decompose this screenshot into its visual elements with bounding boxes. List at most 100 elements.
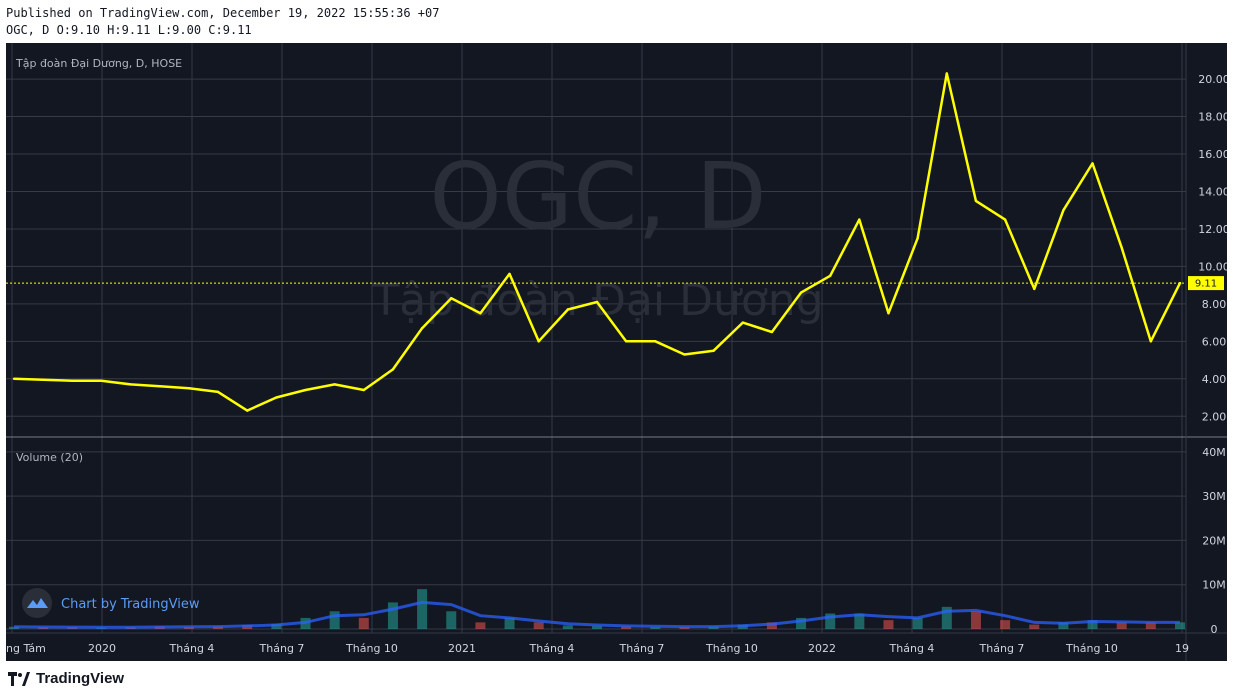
time-tick-label: 19 bbox=[1175, 642, 1189, 655]
price-point bbox=[566, 308, 570, 311]
price-point bbox=[595, 300, 599, 304]
chart-by-label: Chart by TradingView bbox=[61, 597, 200, 612]
volume-bar bbox=[621, 626, 632, 629]
price-tick-label: 14.00 bbox=[1198, 185, 1227, 198]
tradingview-logo-icon bbox=[8, 671, 30, 686]
volume-bar bbox=[533, 622, 544, 629]
price-point bbox=[1149, 340, 1153, 343]
volume-bar bbox=[970, 611, 981, 629]
price-point bbox=[420, 327, 424, 330]
published-line: Published on TradingView.com, December 1… bbox=[6, 6, 440, 20]
price-axis[interactable]: 2.00 4.00 6.00 8.00 10.00 12.00 14.00 16.00 18.0… bbox=[1198, 73, 1230, 423]
time-tick-label: Tháng 7 bbox=[619, 642, 665, 655]
volume-bar bbox=[912, 617, 923, 629]
price-point bbox=[187, 386, 191, 390]
price-point bbox=[1120, 246, 1123, 249]
price-point bbox=[654, 340, 657, 343]
time-axis[interactable]: ng Tám 2020 Tháng 4 Tháng 7 Tháng 10 2021 Thán… bbox=[6, 642, 1189, 655]
time-tick-label: 2021 bbox=[448, 642, 476, 655]
ohlc-line: OGC, D O:9.10 H:9.11 L:9.00 C:9.11 bbox=[6, 23, 252, 37]
footer-brand: TradingView bbox=[36, 670, 125, 687]
price-point bbox=[12, 377, 16, 381]
footer-logo[interactable]: TradingView bbox=[8, 670, 124, 687]
symbol-title: Tập đoàn Đại Dương, D, HOSE bbox=[15, 57, 182, 70]
volume-tick-label: 20M bbox=[1202, 534, 1226, 547]
price-point bbox=[129, 383, 132, 386]
price-point bbox=[216, 390, 220, 394]
volume-tick-label: 40M bbox=[1202, 446, 1226, 459]
time-tick-label: Tháng 10 bbox=[705, 642, 758, 655]
volume-bar bbox=[358, 617, 369, 629]
volume-bar bbox=[387, 602, 398, 629]
volume-bar bbox=[417, 589, 428, 629]
price-point bbox=[391, 368, 395, 371]
price-point bbox=[916, 237, 919, 240]
price-point bbox=[333, 383, 336, 386]
volume-bar bbox=[1145, 622, 1156, 629]
price-tick-label: 6.00 bbox=[1202, 335, 1227, 348]
price-point bbox=[158, 385, 161, 388]
volume-bar bbox=[854, 613, 865, 629]
time-tick-label: 2020 bbox=[88, 642, 116, 655]
price-tick-label: 2.00 bbox=[1202, 410, 1227, 423]
volume-bar bbox=[883, 620, 894, 629]
price-point bbox=[71, 379, 74, 382]
volume-bar bbox=[825, 613, 836, 629]
volume-axis[interactable]: 0 10M 20M 30M 40M bbox=[1202, 446, 1226, 636]
price-tick-label: 16.00 bbox=[1198, 148, 1227, 161]
chart-background bbox=[6, 43, 1227, 661]
volume-bar bbox=[1000, 620, 1011, 629]
price-point bbox=[770, 330, 774, 334]
price-point bbox=[275, 396, 278, 399]
price-point bbox=[945, 72, 948, 75]
price-point bbox=[304, 388, 307, 392]
time-tick-label: Tháng 4 bbox=[529, 642, 575, 655]
price-point bbox=[858, 218, 861, 221]
time-tick-label: Tháng 7 bbox=[979, 642, 1025, 655]
price-point bbox=[829, 274, 832, 277]
volume-label: Volume (20) bbox=[16, 451, 83, 464]
price-point bbox=[246, 409, 249, 412]
chart-svg[interactable]: OGC, D Tập đoàn Đại Dương 2.004.006.008.… bbox=[6, 43, 1230, 661]
volume-bar bbox=[504, 617, 515, 629]
time-tick-label: ng Tám bbox=[6, 642, 46, 655]
price-tick-label: 4.00 bbox=[1202, 373, 1227, 386]
volume-tick-label: 30M bbox=[1202, 490, 1226, 503]
price-tick-label: 8.00 bbox=[1202, 298, 1227, 311]
volume-bar bbox=[446, 611, 457, 629]
price-point bbox=[799, 291, 803, 294]
volume-bar bbox=[1116, 622, 1127, 629]
volume-bar bbox=[650, 626, 661, 629]
volume-bars bbox=[9, 589, 1185, 629]
price-tick-label: 20.00 bbox=[1198, 73, 1227, 86]
volume-bar bbox=[941, 606, 952, 629]
price-point bbox=[1062, 209, 1065, 212]
volume-bar bbox=[475, 622, 486, 629]
price-point bbox=[508, 272, 511, 276]
volume-bar bbox=[796, 617, 807, 629]
price-point bbox=[100, 379, 103, 382]
volume-bar bbox=[1175, 622, 1185, 629]
volume-bar bbox=[1058, 622, 1069, 629]
volume-bar bbox=[592, 625, 602, 629]
time-tick-label: Tháng 10 bbox=[1065, 642, 1118, 655]
tradingview-cloud-icon bbox=[22, 588, 52, 618]
time-tick-label: Tháng 7 bbox=[259, 642, 305, 655]
price-point bbox=[537, 340, 540, 343]
chart-by-tradingview[interactable]: Chart by TradingView bbox=[22, 588, 200, 618]
cloud-glyph bbox=[27, 598, 48, 608]
price-point bbox=[624, 340, 628, 343]
price-tick-label: 10.00 bbox=[1198, 260, 1227, 273]
price-point bbox=[712, 349, 715, 352]
volume-bar bbox=[562, 625, 573, 629]
volume-bar bbox=[329, 611, 340, 629]
chart-frame[interactable]: OGC, D Tập đoàn Đại Dương 2.00 4.00 6.00 8.… bbox=[6, 43, 1230, 661]
price-point bbox=[1091, 162, 1094, 165]
price-tick-label: 18.00 bbox=[1198, 111, 1227, 124]
price-point bbox=[1003, 218, 1007, 221]
time-tick-label: 2022 bbox=[808, 642, 836, 655]
volume-tick-label: 10M bbox=[1202, 579, 1226, 592]
price-point bbox=[683, 353, 686, 356]
volume-bar bbox=[766, 622, 777, 629]
watermark-main: OGC, D bbox=[429, 143, 766, 250]
